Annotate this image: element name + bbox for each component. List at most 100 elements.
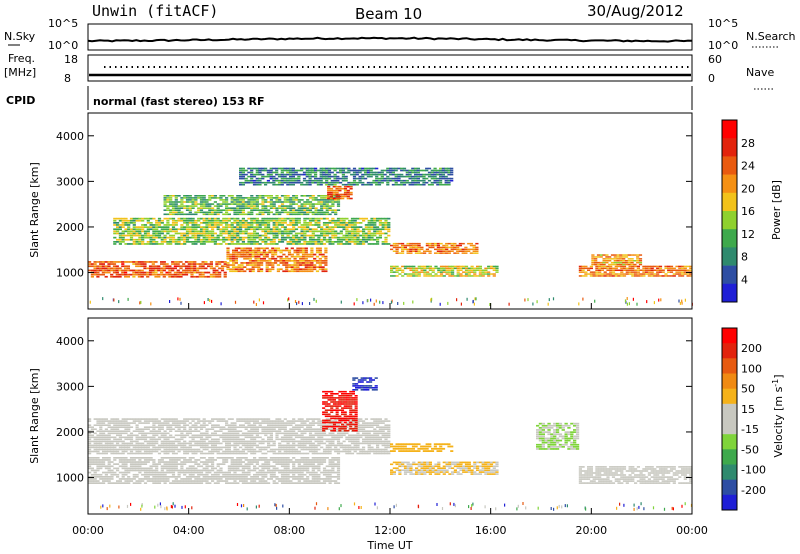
data-cell bbox=[364, 167, 368, 170]
data-cell bbox=[275, 209, 279, 211]
data-cell bbox=[176, 261, 180, 263]
data-cell bbox=[157, 222, 162, 224]
data-cell bbox=[255, 179, 259, 182]
data-cell bbox=[275, 478, 279, 480]
data-cell bbox=[255, 241, 259, 243]
data-cell bbox=[146, 442, 150, 445]
data-cell bbox=[344, 167, 348, 170]
data-cell bbox=[171, 480, 176, 482]
data-cell bbox=[331, 243, 335, 245]
data-cell bbox=[264, 457, 268, 459]
nsky-strip: N.Sky 10^5 10^0 10^5 10^0 N.Search bbox=[4, 17, 796, 52]
data-cell bbox=[110, 418, 114, 420]
data-cell bbox=[264, 181, 268, 184]
data-cell bbox=[152, 440, 156, 443]
data-cell bbox=[135, 269, 139, 272]
data-cell bbox=[445, 248, 449, 251]
data-cell bbox=[182, 273, 186, 276]
data-cell bbox=[152, 424, 156, 426]
data-cell bbox=[255, 228, 259, 231]
data-cell bbox=[127, 226, 131, 228]
data-cell bbox=[596, 254, 601, 256]
data-cell bbox=[335, 185, 339, 188]
data-cell bbox=[303, 201, 307, 203]
data-cell bbox=[135, 442, 139, 445]
data-cell bbox=[343, 191, 348, 194]
data-cell bbox=[218, 271, 222, 274]
data-cell bbox=[266, 179, 270, 182]
data-cell bbox=[647, 271, 651, 273]
data-cell bbox=[445, 246, 449, 249]
data-cell bbox=[289, 201, 293, 203]
data-cell bbox=[300, 238, 304, 241]
data-cell bbox=[286, 457, 290, 459]
data-cell bbox=[143, 457, 148, 459]
data-cell bbox=[397, 167, 401, 170]
data-cell bbox=[305, 179, 309, 182]
data-cell bbox=[138, 430, 142, 432]
data-cell bbox=[188, 201, 192, 203]
data-cell bbox=[226, 264, 230, 266]
data-cell bbox=[358, 181, 362, 184]
data-cell bbox=[148, 273, 153, 276]
data-cell bbox=[149, 440, 153, 443]
data-cell bbox=[361, 173, 365, 176]
data-cell bbox=[350, 224, 355, 226]
data-cell bbox=[180, 442, 184, 445]
data-cell bbox=[258, 173, 262, 176]
data-cell bbox=[311, 199, 315, 201]
data-cell bbox=[113, 230, 117, 233]
data-cell bbox=[369, 167, 373, 170]
data-cell bbox=[603, 273, 607, 275]
data-cell bbox=[124, 448, 128, 451]
data-cell bbox=[169, 199, 173, 201]
data-cell bbox=[594, 256, 598, 258]
data-cell bbox=[306, 234, 310, 237]
data-cell bbox=[307, 268, 311, 271]
data-cell bbox=[417, 244, 421, 247]
data-cell bbox=[202, 230, 206, 233]
data-cell bbox=[311, 482, 315, 484]
data-cell bbox=[244, 473, 248, 476]
data-cell bbox=[191, 471, 195, 474]
data-cell bbox=[160, 422, 164, 424]
data-cell bbox=[462, 265, 466, 268]
data-cell bbox=[430, 169, 434, 172]
data-cell bbox=[155, 226, 159, 228]
data-cell bbox=[197, 217, 201, 220]
data-cell bbox=[104, 442, 108, 445]
data-cell bbox=[258, 243, 262, 245]
data-cell bbox=[188, 476, 192, 478]
data-cell bbox=[173, 263, 177, 265]
data-cell bbox=[322, 478, 327, 480]
data-cell bbox=[96, 452, 100, 455]
data-cell bbox=[253, 197, 257, 199]
data-cell bbox=[247, 461, 251, 463]
data-cell bbox=[118, 224, 122, 226]
data-cell bbox=[152, 473, 156, 476]
data-cell bbox=[265, 266, 269, 268]
data-cell bbox=[343, 187, 348, 190]
data-cell bbox=[143, 422, 148, 424]
data-cell bbox=[292, 211, 296, 214]
data-cell bbox=[303, 482, 307, 484]
data-cell bbox=[241, 461, 245, 463]
data-cell bbox=[434, 265, 438, 268]
data-cell bbox=[636, 273, 640, 275]
data-cell bbox=[325, 476, 329, 478]
data-cell bbox=[241, 480, 245, 482]
data-cell bbox=[391, 167, 395, 170]
data-cell bbox=[174, 203, 178, 205]
data-cell bbox=[171, 224, 176, 226]
data-cell bbox=[99, 467, 103, 470]
data-cell bbox=[678, 265, 682, 268]
data-cell bbox=[403, 244, 407, 247]
data-cell bbox=[289, 241, 293, 243]
data-cell bbox=[185, 418, 190, 420]
data-cell bbox=[292, 467, 296, 470]
data-cell bbox=[253, 241, 257, 243]
data-cell bbox=[244, 222, 248, 224]
data-cell bbox=[364, 183, 368, 186]
data-cell bbox=[93, 263, 97, 265]
data-cell bbox=[180, 228, 184, 231]
